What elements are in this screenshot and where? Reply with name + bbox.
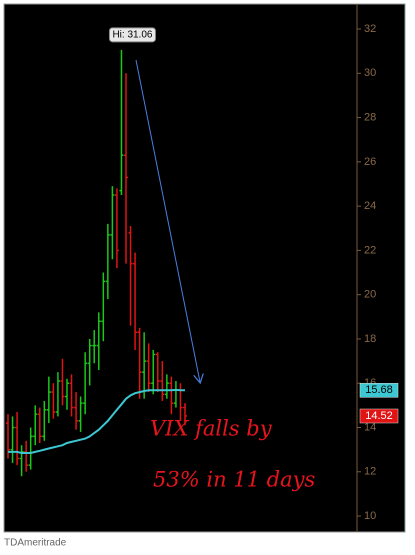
hi-label: Hi: 31.06 bbox=[112, 29, 152, 40]
y-tick-label: 10 bbox=[364, 510, 376, 522]
y-tick-label: 18 bbox=[364, 333, 376, 345]
y-tick-label: 20 bbox=[364, 289, 376, 301]
y-tick-label: 26 bbox=[364, 156, 376, 168]
price-tag-label: 14.52 bbox=[365, 410, 393, 422]
y-tick-label: 24 bbox=[364, 200, 376, 212]
y-tick-label: 12 bbox=[364, 466, 376, 478]
y-tick-label: 22 bbox=[364, 244, 376, 256]
y-tick-label: 32 bbox=[364, 23, 376, 35]
hi-tag bbox=[108, 27, 156, 43]
price-tag bbox=[359, 408, 399, 424]
y-tick-label: 30 bbox=[364, 67, 376, 79]
price-tag-label: 15.68 bbox=[365, 384, 393, 396]
source: TDAmeritrade bbox=[4, 538, 67, 549]
y-tick-label: 14 bbox=[364, 421, 376, 433]
arrow bbox=[135, 59, 200, 382]
price-tag bbox=[359, 383, 399, 398]
moving-average bbox=[8, 388, 185, 454]
plot-background bbox=[3, 3, 406, 533]
annotation: VIX falls by bbox=[150, 417, 273, 441]
y-tick-label: 28 bbox=[364, 111, 376, 123]
annotation: 53% in 11 days bbox=[153, 468, 315, 492]
